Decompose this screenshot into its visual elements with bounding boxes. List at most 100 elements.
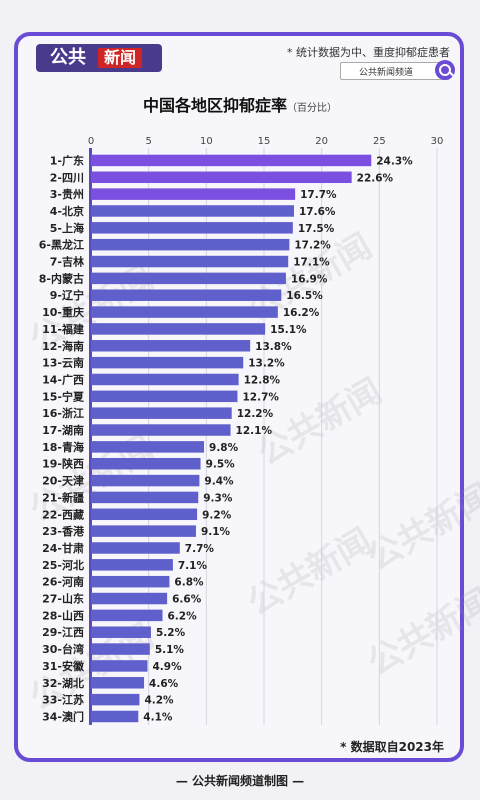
- category-label: 18-青海: [42, 440, 84, 454]
- bar: [91, 356, 244, 369]
- category-label: 21-新疆: [42, 490, 84, 504]
- category-label: 14-广西: [42, 372, 84, 386]
- logo-text-left: 公共: [50, 47, 86, 68]
- bar: [91, 525, 196, 537]
- data-label: 12.1%: [236, 425, 273, 437]
- data-label: 12.8%: [244, 374, 281, 386]
- category-label: 31-安徽: [42, 659, 85, 673]
- category-label: 25-河北: [42, 558, 84, 572]
- data-label: 17.1%: [293, 257, 330, 269]
- bar: [91, 390, 238, 403]
- data-label: 17.2%: [294, 240, 331, 252]
- category-label: 9-辽宁: [50, 288, 84, 302]
- search-box[interactable]: 公共新闻频道: [340, 60, 455, 80]
- category-label: 16-浙江: [42, 406, 84, 420]
- category-label: 15-宁夏: [42, 389, 85, 403]
- x-tick-label: 0: [88, 136, 94, 147]
- logo-text-right: 新闻: [98, 48, 143, 68]
- bar: [91, 255, 289, 268]
- data-label: 9.8%: [209, 442, 239, 454]
- data-label: 16.9%: [291, 273, 328, 285]
- data-label: 7.7%: [185, 543, 215, 555]
- data-label: 9.1%: [201, 526, 231, 538]
- data-label: 9.2%: [202, 509, 232, 521]
- data-label: 17.7%: [300, 189, 337, 201]
- category-label: 12-海南: [42, 339, 84, 353]
- bar: [91, 171, 352, 184]
- category-label: 32-湖北: [42, 676, 84, 690]
- data-label: 17.5%: [298, 223, 335, 235]
- bar: [91, 592, 168, 605]
- data-label: 16.5%: [286, 290, 323, 302]
- bar: [91, 188, 296, 200]
- data-label: 4.6%: [149, 678, 179, 690]
- bar: [91, 340, 251, 352]
- category-label: 8-内蒙古: [39, 271, 84, 285]
- y-axis-line: [89, 148, 92, 725]
- category-label: 4-北京: [50, 204, 84, 218]
- category-label: 6-黑龙江: [39, 238, 84, 252]
- bar: [91, 643, 150, 655]
- chart-title: 中国各地区抑郁症率（百分比）: [0, 92, 480, 116]
- category-label: 22-西藏: [42, 507, 84, 521]
- category-label: 7-吉林: [50, 255, 84, 269]
- category-label: 2-四川: [50, 171, 84, 184]
- data-label: 6.6%: [172, 594, 202, 606]
- bar: [91, 205, 294, 217]
- data-label: 12.7%: [242, 391, 279, 403]
- x-tick-label: 15: [258, 136, 271, 147]
- category-label: 28-山西: [42, 608, 84, 622]
- bar: [91, 677, 145, 689]
- category-label: 11-福建: [42, 322, 85, 336]
- data-label: 9.4%: [204, 476, 234, 488]
- data-label: 5.2%: [156, 627, 186, 639]
- category-label: 27-山东: [42, 592, 84, 606]
- data-source-note: * 数据取自2023年: [340, 740, 444, 754]
- data-label: 4.1%: [143, 711, 173, 723]
- bar: [91, 542, 180, 554]
- data-label: 9.5%: [206, 459, 236, 471]
- data-label: 6.8%: [174, 577, 204, 589]
- category-label: 29-江西: [42, 625, 84, 639]
- category-label: 10-重庆: [42, 305, 84, 319]
- data-label: 22.6%: [357, 172, 394, 184]
- chart-title-sub: （百分比）: [287, 103, 337, 114]
- category-label: 34-澳门: [42, 709, 84, 723]
- data-label: 5.1%: [155, 644, 185, 656]
- data-label: 9.3%: [203, 492, 233, 504]
- chart-title-main: 中国各地区抑郁症率: [142, 96, 287, 115]
- category-label: 30-台湾: [42, 642, 84, 656]
- bar: [91, 508, 198, 521]
- logo: 公共 新闻: [36, 44, 162, 72]
- search-text: 公共新闻频道: [359, 68, 414, 78]
- data-label: 13.8%: [255, 341, 292, 353]
- category-label: 5-上海: [50, 221, 84, 235]
- data-label: 7.1%: [178, 560, 208, 572]
- x-tick-label: 10: [200, 136, 213, 147]
- bar: [91, 373, 239, 386]
- data-label: 4.2%: [144, 695, 174, 707]
- bar: [91, 660, 148, 672]
- category-label: 1-广东: [50, 153, 84, 167]
- bar: [91, 474, 200, 487]
- bar: [91, 626, 151, 638]
- bar: [91, 222, 293, 234]
- search-icon[interactable]: [435, 60, 455, 80]
- category-label: 23-香港: [42, 524, 85, 538]
- credit-line: — 公共新闻频道制图 —: [175, 774, 305, 788]
- bar: [91, 693, 140, 706]
- bar: [91, 559, 173, 571]
- bar: [91, 575, 170, 588]
- data-label: 4.9%: [153, 661, 183, 673]
- data-label: 12.2%: [237, 408, 274, 420]
- x-tick-label: 25: [373, 136, 386, 147]
- data-label: 13.2%: [248, 358, 285, 370]
- category-label: 24-甘肃: [42, 541, 84, 555]
- data-label: 15.1%: [270, 324, 307, 336]
- bar: [91, 457, 201, 470]
- category-label: 13-云南: [42, 356, 84, 370]
- category-label: 20-天津: [42, 474, 84, 488]
- category-label: 19-陕西: [42, 457, 84, 471]
- bar: [91, 424, 231, 436]
- bar: [91, 272, 286, 285]
